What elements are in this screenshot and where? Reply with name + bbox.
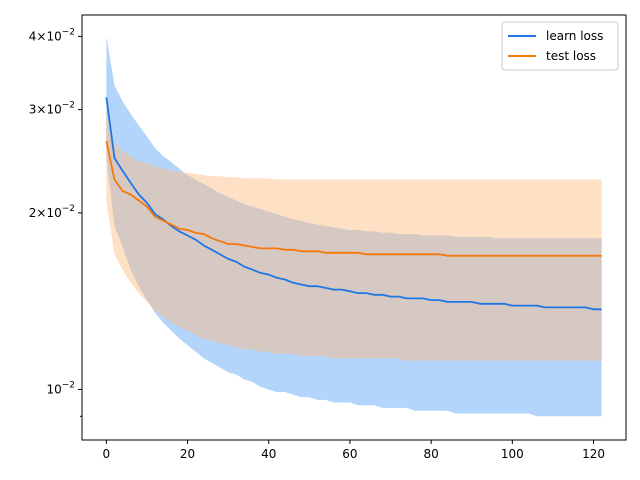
test-loss-line xyxy=(105,141,602,257)
plot-frame xyxy=(81,14,627,441)
x-tick-label: 0 xyxy=(103,447,111,461)
x-tick-label: 120 xyxy=(582,447,605,461)
x-tick-label: 80 xyxy=(423,447,438,461)
series-lines xyxy=(105,97,602,311)
y-tick-label: 2×10−2 xyxy=(29,204,75,220)
y-tick-label: 10−2 xyxy=(46,380,75,396)
x-tick-label: 100 xyxy=(501,447,524,461)
learn-loss-line xyxy=(105,97,602,311)
legend-label: test loss xyxy=(546,49,596,63)
legend: learn loss test loss xyxy=(501,21,619,71)
y-tick-label: 4×10−2 xyxy=(29,27,75,43)
y-tick-label: 3×10−2 xyxy=(29,101,75,117)
x-tick-label: 60 xyxy=(342,447,357,461)
x-axis: 0 20 40 60 80 100 120 xyxy=(103,440,605,461)
legend-label: learn loss xyxy=(546,29,603,43)
legend-box xyxy=(501,21,619,71)
x-tick-label: 20 xyxy=(180,447,195,461)
x-tick-label: 40 xyxy=(261,447,276,461)
bands-overlap xyxy=(106,109,602,361)
y-axis: 4×10−2 3×10−2 2×10−2 10−2 xyxy=(29,27,82,417)
confidence-bands xyxy=(106,36,602,417)
